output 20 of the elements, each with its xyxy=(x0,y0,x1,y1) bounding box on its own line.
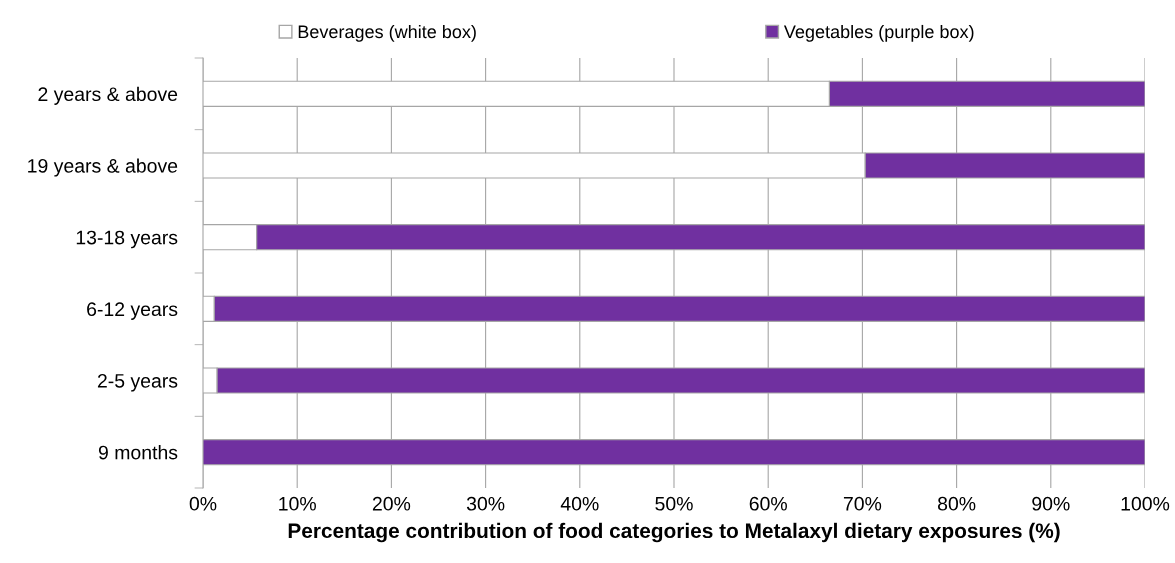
y-tick-label: 2-5 years xyxy=(97,373,178,392)
x-tick-label: 30% xyxy=(466,496,505,511)
x-tick-label: 70% xyxy=(843,496,882,511)
x-tick-label: 90% xyxy=(1032,496,1070,511)
y-tick-label: 2 years & above xyxy=(38,86,178,105)
x-tick-label: 60% xyxy=(749,496,787,511)
x-tick-label: 40% xyxy=(560,496,599,511)
y-tick-label: 19 years & above xyxy=(28,158,178,177)
x-tick-label: 100% xyxy=(1121,496,1170,511)
x-axis-title: Percentage contribution of food categories to Metalaxyl dietary exposures (%) xyxy=(288,522,1060,543)
y-tick-label: 6-12 years xyxy=(87,302,178,320)
legend-label: Vegetables (purple box) xyxy=(783,24,974,42)
y-tick-label: 13-18 years xyxy=(76,230,178,249)
y-tick-label: 9 months xyxy=(98,445,178,460)
x-tick-label: 10% xyxy=(279,496,316,511)
x-tick-label: 20% xyxy=(372,496,411,511)
x-tick-label: 0% xyxy=(189,496,217,511)
x-tick-label: 80% xyxy=(937,496,976,511)
legend-label: Beverages (white box) xyxy=(298,24,476,42)
x-tick-label: 50% xyxy=(655,496,693,511)
